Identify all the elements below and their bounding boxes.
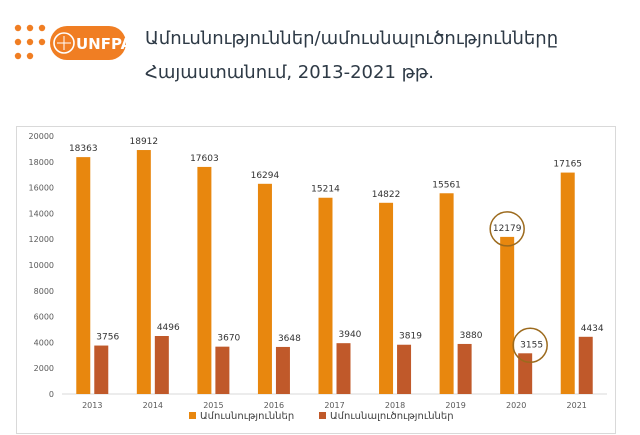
data-label: 3670 [217, 334, 240, 344]
x-tick-label: 2014 [143, 401, 163, 410]
bar-divorces-2018 [397, 344, 412, 394]
legend-label: Ամուսնություններ [200, 411, 294, 422]
x-tick-label: 2021 [567, 401, 587, 410]
legend-swatch [189, 412, 196, 419]
data-label: 18912 [130, 137, 159, 147]
y-tick-label: 6000 [34, 313, 54, 322]
legend-label: Ամուսնալուծություններ [330, 411, 454, 422]
data-label: 14822 [372, 190, 401, 200]
unfpa-logo-mark: UNFPA [14, 24, 133, 60]
bar-divorces-2017 [336, 343, 351, 394]
data-label: 17603 [190, 154, 219, 164]
bar-marriages-2020 [500, 236, 515, 394]
y-tick-label: 4000 [34, 338, 54, 347]
data-label: 4496 [157, 323, 180, 333]
data-label: 17165 [553, 160, 582, 170]
x-tick-label: 2015 [203, 401, 223, 410]
data-label: 16294 [251, 171, 280, 181]
chart-area: 0 2000 4000 6000 8000 10000 12000 14000 16000 180… [16, 126, 616, 434]
x-tick-label: 2020 [506, 401, 526, 410]
chart-title-line-1: Ամուսնություններ/ամուսնալուծությունները [145, 28, 559, 49]
x-tick-label: 2013 [82, 401, 102, 410]
bar-divorces-2019 [457, 343, 472, 394]
data-label: 3940 [339, 330, 362, 340]
bar-marriages-2016 [257, 183, 272, 394]
x-tick-label: 2016 [264, 401, 284, 410]
chart-title-line-2: Հայաստանում, 2013-2021 թթ. [145, 62, 434, 83]
bar-marriages-2021 [560, 172, 575, 394]
x-tick-label: 2019 [445, 401, 465, 410]
y-tick-label: 18000 [29, 158, 54, 167]
y-tick-label: 8000 [34, 287, 54, 296]
x-tick-label: 2018 [385, 401, 405, 410]
bar-marriages-2019 [439, 193, 454, 394]
y-tick-label: 20000 [29, 132, 54, 141]
y-tick-label: 2000 [34, 364, 54, 373]
y-tick-label: 14000 [29, 209, 54, 218]
data-label: 18363 [69, 144, 98, 154]
unfpa-logo: UNFPA [8, 18, 133, 74]
data-label: 15561 [432, 180, 461, 190]
bar-marriages-2013 [76, 157, 91, 394]
bar-divorces-2013 [94, 345, 109, 394]
y-tick-label: 12000 [29, 235, 54, 244]
legend-swatch [319, 412, 326, 419]
y-tick-label: 10000 [29, 261, 54, 270]
data-label: 3880 [460, 331, 483, 341]
data-label: 3155 [520, 340, 543, 350]
y-tick-label: 16000 [29, 184, 54, 193]
logo-text: UNFPA [76, 35, 128, 53]
highlight-circle [489, 211, 525, 247]
data-label: 3819 [399, 332, 422, 342]
bar-divorces-2021 [578, 336, 593, 394]
y-tick-label: 0 [49, 390, 54, 399]
highlight-circle [512, 327, 548, 364]
bar-divorces-2020 [518, 353, 533, 394]
data-label: 12179 [493, 224, 522, 234]
bar-divorces-2016 [275, 346, 290, 394]
data-label: 3648 [278, 334, 301, 344]
bar-divorces-2015 [215, 346, 230, 394]
data-label: 4434 [581, 324, 604, 334]
bar-marriages-2015 [197, 166, 212, 394]
bar-marriages-2014 [136, 150, 151, 394]
bar-marriages-2018 [379, 202, 394, 394]
bar-chart: 0 2000 4000 6000 8000 10000 12000 14000 16000 180… [29, 132, 607, 422]
data-label: 3756 [96, 333, 119, 343]
bar-marriages-2017 [318, 197, 333, 394]
bar-divorces-2014 [154, 336, 169, 394]
data-label: 15214 [311, 185, 340, 195]
x-tick-label: 2017 [324, 401, 344, 410]
